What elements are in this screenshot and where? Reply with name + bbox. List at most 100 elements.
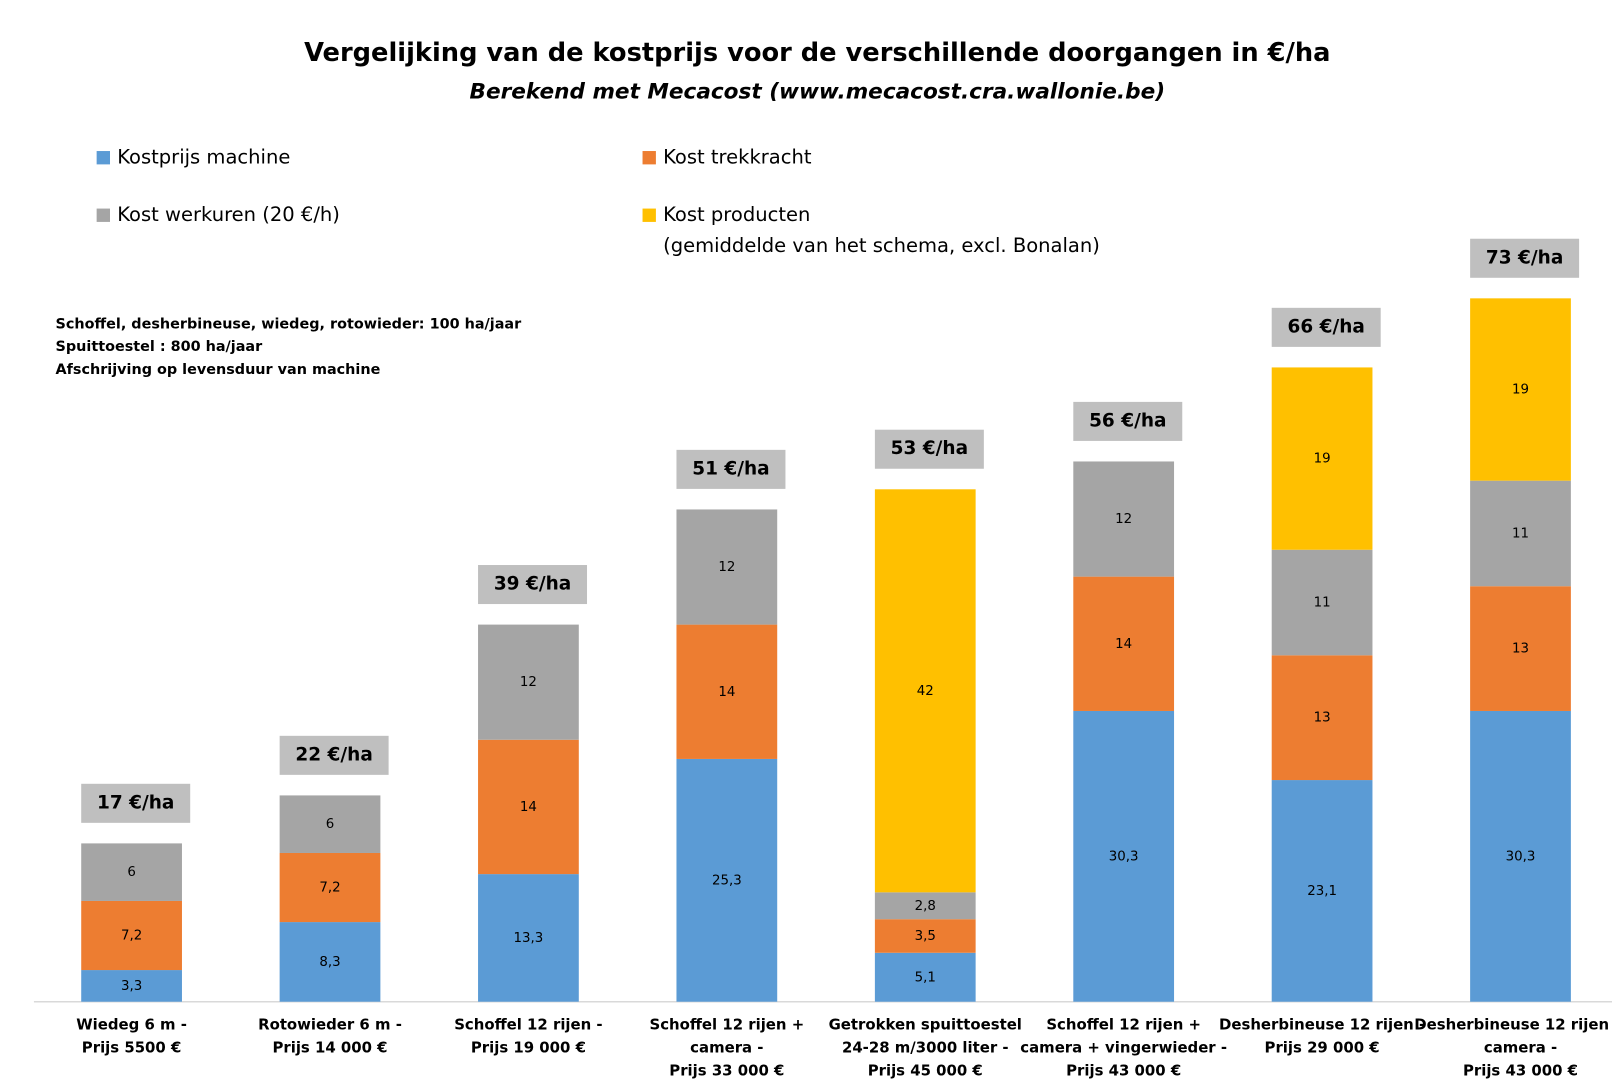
data-label: 3,5: [915, 929, 936, 944]
data-label: 19: [1314, 452, 1331, 467]
bar-segment: [1470, 480, 1571, 587]
bar-segment: [874, 919, 976, 953]
x-tick-label: Prijs 45 000 €: [868, 1062, 983, 1080]
bar-segment: [478, 739, 579, 875]
data-label: 13,3: [514, 931, 544, 946]
data-label: 30,3: [1109, 849, 1139, 864]
data-label: 6: [127, 865, 136, 880]
data-label: 8,3: [319, 955, 340, 970]
data-label: 12: [718, 560, 735, 575]
bar-segment: [279, 922, 381, 1002]
x-tick-label: Desherbineuse 12 rijen -: [1219, 1015, 1425, 1033]
x-tick-label: Wiedeg 6 m -: [76, 1015, 187, 1033]
x-tick-label: Prijs 43 000 €: [1463, 1062, 1578, 1080]
bar-segment: [1470, 298, 1571, 481]
bar-segment: [1073, 710, 1175, 1002]
total-label: 51 €/ha: [692, 458, 769, 479]
data-label: 5,1: [915, 970, 936, 985]
x-tick-label: Prijs 5500 €: [82, 1038, 182, 1056]
x-tick-label: Prijs 19 000 €: [471, 1038, 586, 1056]
x-tick-label: Prijs 33 000 €: [669, 1062, 784, 1080]
total-box: [1271, 307, 1381, 347]
legend-label: Kostprijs machine: [117, 146, 290, 169]
x-tick-label: camera -: [690, 1038, 763, 1056]
bar-segment: [1271, 780, 1373, 1002]
total-box: [279, 735, 389, 775]
legend-note: (gemiddelde van het schema, excl. Bonala…: [663, 234, 1100, 257]
data-label: 7,2: [121, 929, 142, 944]
total-box: [676, 449, 786, 489]
data-label: 3,3: [121, 979, 142, 994]
total-label: 56 €/ha: [1089, 410, 1166, 431]
x-tick-label: Getrokken spuittoestel: [829, 1015, 1022, 1033]
data-label: 2,8: [915, 899, 936, 914]
data-label: 12: [520, 675, 537, 690]
data-label: 6: [326, 817, 335, 832]
data-label: 7,2: [319, 881, 340, 896]
data-label: 19: [1512, 383, 1529, 398]
data-label: 14: [520, 800, 537, 815]
bar-segment: [1271, 549, 1373, 656]
bar-segment: [478, 624, 579, 740]
data-label: 23,1: [1307, 884, 1337, 899]
bar-segment: [1271, 655, 1373, 781]
bar-segment: [81, 843, 182, 901]
x-tick-label: Desherbineuse 12 rijen +: [1414, 1015, 1612, 1033]
legend-swatch: [96, 208, 111, 222]
bar-segment: [81, 900, 182, 971]
x-tick-label: Prijs 14 000 €: [272, 1038, 387, 1056]
data-label: 42: [917, 684, 934, 699]
x-tick-label: Schoffel 12 rijen -: [454, 1015, 602, 1033]
bar-segment: [279, 795, 381, 853]
data-label: 14: [1115, 637, 1132, 652]
data-label: 11: [1314, 596, 1331, 611]
bar-segment: [874, 952, 976, 1002]
chart-subtitle: Berekend met Mecacost (www.mecacost.cra.…: [470, 79, 1166, 104]
total-box: [478, 565, 588, 605]
data-label: 30,3: [1506, 849, 1536, 864]
total-label: 73 €/ha: [1486, 247, 1563, 268]
x-tick-label: Rotowieder 6 m -: [258, 1015, 402, 1033]
x-tick-label: 24-28 m/3000 liter -: [842, 1038, 1009, 1056]
total-box: [81, 783, 191, 823]
total-label: 53 €/ha: [891, 438, 968, 459]
total-label: 39 €/ha: [494, 574, 571, 595]
total-box: [874, 429, 984, 469]
total-box: [1470, 238, 1580, 278]
legend-label: Kost producten: [663, 203, 810, 226]
bar-segment: [874, 489, 976, 893]
total-label: 22 €/ha: [295, 744, 372, 765]
x-tick-label: camera -: [1484, 1038, 1557, 1056]
data-label: 12: [1115, 512, 1132, 527]
legend-swatch: [96, 151, 111, 165]
bar-segment: [676, 758, 778, 1002]
legend-swatch: [642, 151, 656, 165]
bar-segment: [81, 970, 182, 1002]
annotation: Afschrijving op levensduur van machine: [56, 362, 381, 378]
data-label: 11: [1512, 526, 1529, 541]
bar-segment: [279, 852, 381, 923]
x-tick-label: camera + vingerwieder -: [1020, 1038, 1227, 1056]
legend-label: Kost trekkracht: [663, 146, 812, 169]
bar-segment: [1073, 576, 1175, 711]
legend-label: Kost werkuren (20 €/h): [117, 203, 340, 226]
x-tick-label: Schoffel 12 rijen +: [1046, 1015, 1201, 1033]
x-tick-label: Schoffel 12 rijen +: [649, 1015, 804, 1033]
bar-segment: [1271, 367, 1373, 550]
legend-swatch: [642, 208, 656, 222]
data-label: 25,3: [712, 873, 742, 888]
x-tick-label: Prijs 29 000 €: [1265, 1038, 1380, 1056]
total-label: 66 €/ha: [1287, 316, 1364, 337]
bar-segment: [1470, 710, 1571, 1002]
data-label: 13: [1512, 642, 1529, 657]
data-label: 14: [718, 685, 735, 700]
chart-title: Vergelijking van de kostprijs voor de ve…: [304, 38, 1330, 68]
bar-segment: [1073, 461, 1175, 577]
annotation: Spuittoestel : 800 ha/jaar: [56, 339, 264, 355]
total-box: [1073, 401, 1183, 441]
annotation: Schoffel, desherbineuse, wiedeg, rotowie…: [56, 317, 523, 333]
bar-segment: [478, 874, 579, 1002]
bar-segment: [676, 624, 778, 759]
